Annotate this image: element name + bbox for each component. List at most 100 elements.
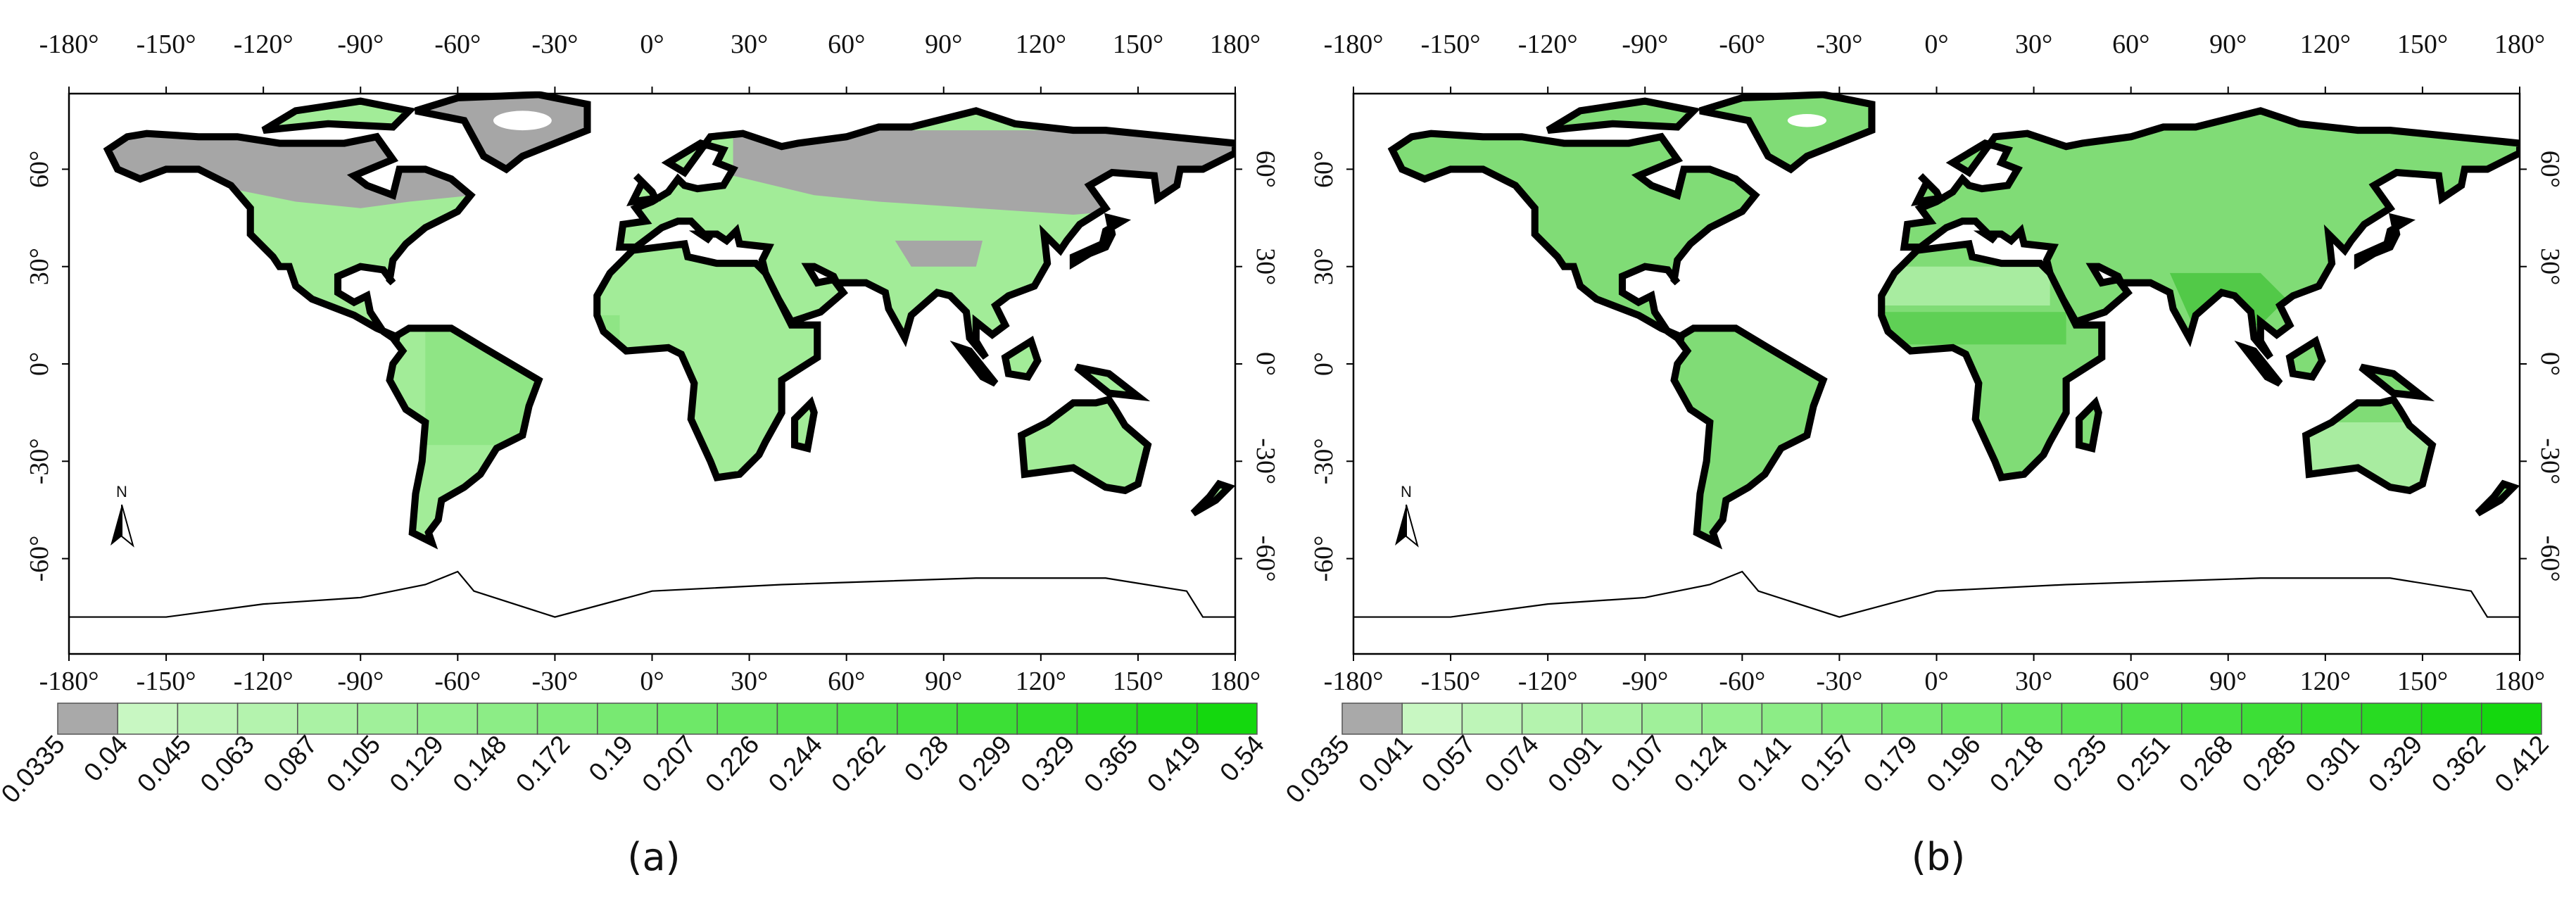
legend-swatch (1581, 702, 1643, 735)
lon-label: 30° (731, 667, 768, 696)
lat-label: 60° (1309, 151, 1339, 188)
legend-label: 0.299 (952, 730, 1017, 798)
lon-label: 60° (828, 667, 865, 696)
panel: -180° -180° -150° -150° -120° -120° -90° -90° -6… (1280, 30, 2565, 879)
lon-label: 150° (1113, 667, 1163, 696)
legend-label: 0.362 (2426, 730, 2491, 798)
lon-label: 120° (2300, 30, 2351, 59)
lon-label: 180° (1210, 667, 1261, 696)
legend-swatch (597, 702, 658, 735)
legend-label: 0.28 (899, 730, 954, 787)
legend-label: 0.301 (2299, 730, 2364, 798)
lon-label: -180° (1324, 30, 1384, 59)
legend-swatch (1136, 702, 1198, 735)
lon-label: 60° (2112, 30, 2149, 59)
lon-label: 90° (2209, 30, 2247, 59)
legend-label: 0.262 (826, 730, 890, 798)
legend-swatch (956, 702, 1018, 735)
north-arrow (121, 504, 134, 548)
lon-label: 30° (2015, 667, 2052, 696)
legend-swatch (1701, 702, 1763, 735)
lon-label: 120° (2300, 667, 2351, 696)
legend-swatch (1197, 702, 1258, 735)
legend-label: 0.196 (1921, 730, 1985, 798)
legend-label: 0.235 (2047, 730, 2112, 798)
lat-label: 60° (2535, 151, 2565, 188)
legend-swatch (1016, 702, 1078, 735)
lat-label: 30° (2535, 248, 2565, 285)
lon-label: 60° (828, 30, 865, 59)
legend-swatch (236, 702, 298, 735)
legend-label: 0.148 (447, 730, 512, 798)
legend-swatch (2241, 702, 2302, 735)
legend-label: 0.129 (384, 730, 449, 798)
lat-label: 30° (1309, 248, 1339, 285)
lon-label: -120° (1518, 30, 1578, 59)
legend-swatch (2420, 702, 2482, 735)
lat-label: -30° (2535, 438, 2565, 484)
north-arrow (1395, 505, 1406, 546)
panel-label: (a) (627, 835, 680, 879)
lon-label: 180° (1210, 30, 1261, 59)
legend-label: 0.087 (258, 730, 322, 798)
legend-label: 0.226 (700, 730, 764, 798)
lon-label: -60° (1719, 30, 1765, 59)
legend-swatch (1401, 702, 1463, 735)
lat-label: 0° (25, 352, 54, 376)
lon-label: -120° (234, 30, 293, 59)
legend-label: 0.157 (1795, 730, 1860, 798)
legend-label: 0.063 (195, 730, 260, 798)
lat-label: 30° (25, 248, 54, 285)
legend-label: 0.0335 (1280, 730, 1355, 809)
legend-swatch (117, 702, 179, 735)
legend-swatch (57, 702, 118, 735)
lon-label: 0° (1924, 667, 1948, 696)
legend-swatch (1761, 702, 1823, 735)
lon-label: -180° (39, 667, 99, 696)
lon-label: 90° (925, 30, 962, 59)
legend-label: 0.124 (1669, 730, 1734, 798)
legend-label: 0.057 (1416, 730, 1481, 798)
lon-label: -120° (1518, 667, 1578, 696)
legend-swatch (776, 702, 838, 735)
legend-swatch (836, 702, 898, 735)
lon-label: -60° (1719, 667, 1765, 696)
lat-label: -30° (25, 438, 54, 484)
lon-label: 30° (731, 30, 768, 59)
north-label: N (116, 483, 127, 500)
lat-label: -30° (1251, 438, 1280, 484)
legend-swatch (177, 702, 239, 735)
lat-label: 0° (1309, 352, 1339, 376)
legend-label: 0.091 (1542, 730, 1607, 798)
panel: -180° -180° -150° -150° -120° -120° -90° -90° -6… (0, 30, 1280, 879)
lon-label: -30° (531, 667, 578, 696)
lon-label: -60° (434, 30, 481, 59)
north-arrow (1406, 504, 1419, 548)
lon-label: 90° (925, 667, 962, 696)
legend-label: 0.041 (1353, 730, 1418, 798)
legend-label: 0.251 (2110, 730, 2175, 798)
lon-label: -30° (531, 30, 578, 59)
lat-label: 60° (1251, 151, 1280, 188)
lon-label: -90° (1622, 667, 1668, 696)
legend-swatch (2361, 702, 2423, 735)
lon-label: -30° (1816, 667, 1862, 696)
lat-label: 30° (1251, 248, 1280, 285)
legend-swatch (1641, 702, 1703, 735)
lat-label: -60° (1309, 536, 1339, 582)
lon-label: 30° (2015, 30, 2052, 59)
lon-label: -180° (39, 30, 99, 59)
legend-swatch (2181, 702, 2242, 735)
legend-label: 0.04 (78, 730, 134, 787)
legend-label: 0.412 (2489, 730, 2554, 798)
lon-label: -150° (137, 667, 196, 696)
lon-label: 0° (640, 30, 664, 59)
lon-label: -90° (1622, 30, 1668, 59)
legend-label: 0.268 (2173, 730, 2238, 798)
legend-label: 0.19 (583, 730, 638, 787)
lon-label: -60° (434, 667, 481, 696)
legend-label: 0.285 (2237, 730, 2302, 798)
lon-label: -150° (1421, 667, 1481, 696)
legend-label: 0.54 (1214, 730, 1270, 787)
lat-label: -60° (2535, 536, 2565, 582)
